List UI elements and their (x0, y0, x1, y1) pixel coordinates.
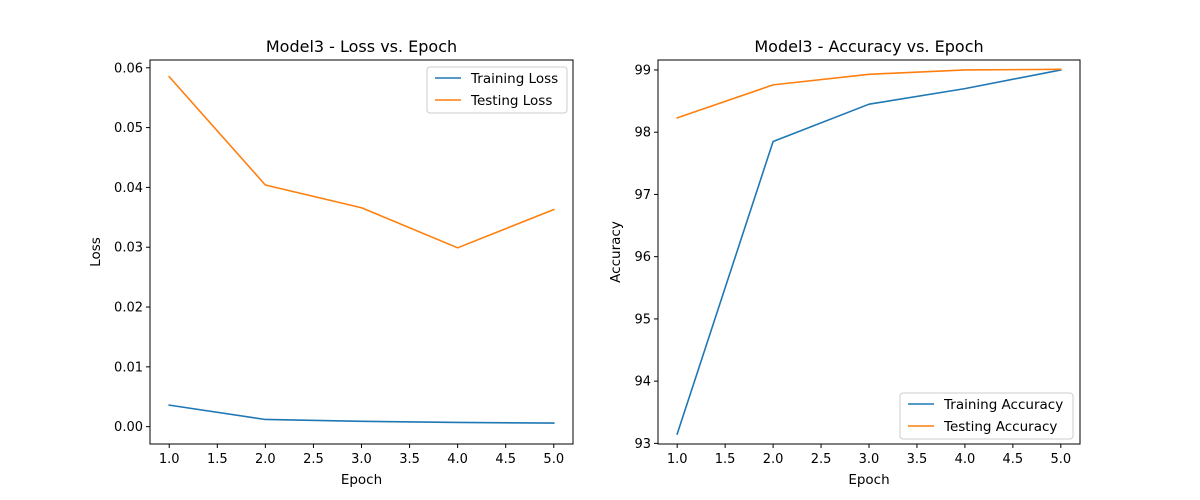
x-tick-label: 3.0 (351, 452, 372, 467)
x-tick-label: 2.0 (763, 452, 784, 467)
series-line-2 (168, 75, 555, 249)
x-tick-label: 1.0 (159, 452, 180, 467)
x-tick-label: 2.0 (255, 452, 276, 467)
y-axis-label: Loss (88, 237, 104, 267)
chart-2: 1.0 1.5 2.0 2.5 3.0 3.5 4.0 4.5 5.0 93 94 95 96 97 98 9… (608, 37, 1081, 488)
x-tick-label: 4.0 (955, 452, 976, 467)
x-tick-label: 5.0 (1050, 452, 1071, 467)
y-tick-label: 98 (634, 126, 651, 141)
chart-title: Model3 - Loss vs. Epoch (266, 37, 457, 56)
chart-title: Model3 - Accuracy vs. Epoch (754, 37, 983, 56)
x-tick-label: 4.5 (1003, 452, 1024, 467)
x-tick-label: 1.5 (207, 452, 228, 467)
legend-box (899, 392, 1074, 440)
y-tick-label: 0.06 (114, 61, 143, 76)
x-tick-label: 1.5 (715, 452, 736, 467)
y-tick-label: 94 (634, 375, 651, 390)
x-axis-label: Epoch (341, 472, 382, 488)
legend-label-1: Training Accuracy (943, 397, 1063, 413)
legend-label-2: Testing Accuracy (943, 419, 1057, 435)
x-tick-label: 1.0 (667, 452, 688, 467)
x-tick-label: 3.0 (859, 452, 880, 467)
y-tick-label: 95 (634, 312, 651, 327)
chart-1: 1.0 1.5 2.0 2.5 3.0 3.5 4.0 4.5 5.0 0.00 0.01 0.02 0… (88, 37, 574, 488)
y-tick-label: 96 (634, 250, 651, 265)
series-line-1 (168, 404, 555, 424)
y-axis-label: Accuracy (608, 221, 624, 283)
x-tick-label: 4.0 (447, 452, 468, 467)
x-tick-label: 2.5 (811, 452, 832, 467)
series-line-2 (676, 68, 1062, 119)
x-tick-label: 3.5 (907, 452, 928, 467)
legend-label-1: Training Loss (470, 71, 558, 87)
legend: Training Accuracy Testing Accuracy (899, 392, 1074, 440)
x-tick-label: 2.5 (303, 452, 324, 467)
y-tick-label: 99 (634, 63, 651, 78)
y-tick-label: 93 (634, 437, 651, 452)
series-line-1 (676, 69, 1062, 436)
y-tick-label: 0.04 (114, 181, 143, 196)
legend: Training Loss Testing Loss (426, 66, 568, 114)
plot-frame (149, 59, 574, 445)
x-tick-label: 5.0 (543, 452, 564, 467)
y-tick-label: 0.00 (114, 420, 143, 435)
y-tick-label: 0.05 (114, 121, 143, 136)
x-axis-label: Epoch (848, 472, 889, 488)
y-tick-label: 0.02 (114, 301, 143, 316)
legend-label-2: Testing Loss (470, 93, 552, 109)
x-tick-label: 3.5 (399, 452, 420, 467)
x-tick-label: 4.5 (495, 452, 516, 467)
y-tick-label: 0.01 (114, 360, 143, 375)
legend-box (426, 66, 568, 114)
plot-frame (657, 59, 1081, 445)
y-tick-label: 0.03 (114, 241, 143, 256)
y-tick-label: 97 (634, 188, 651, 203)
